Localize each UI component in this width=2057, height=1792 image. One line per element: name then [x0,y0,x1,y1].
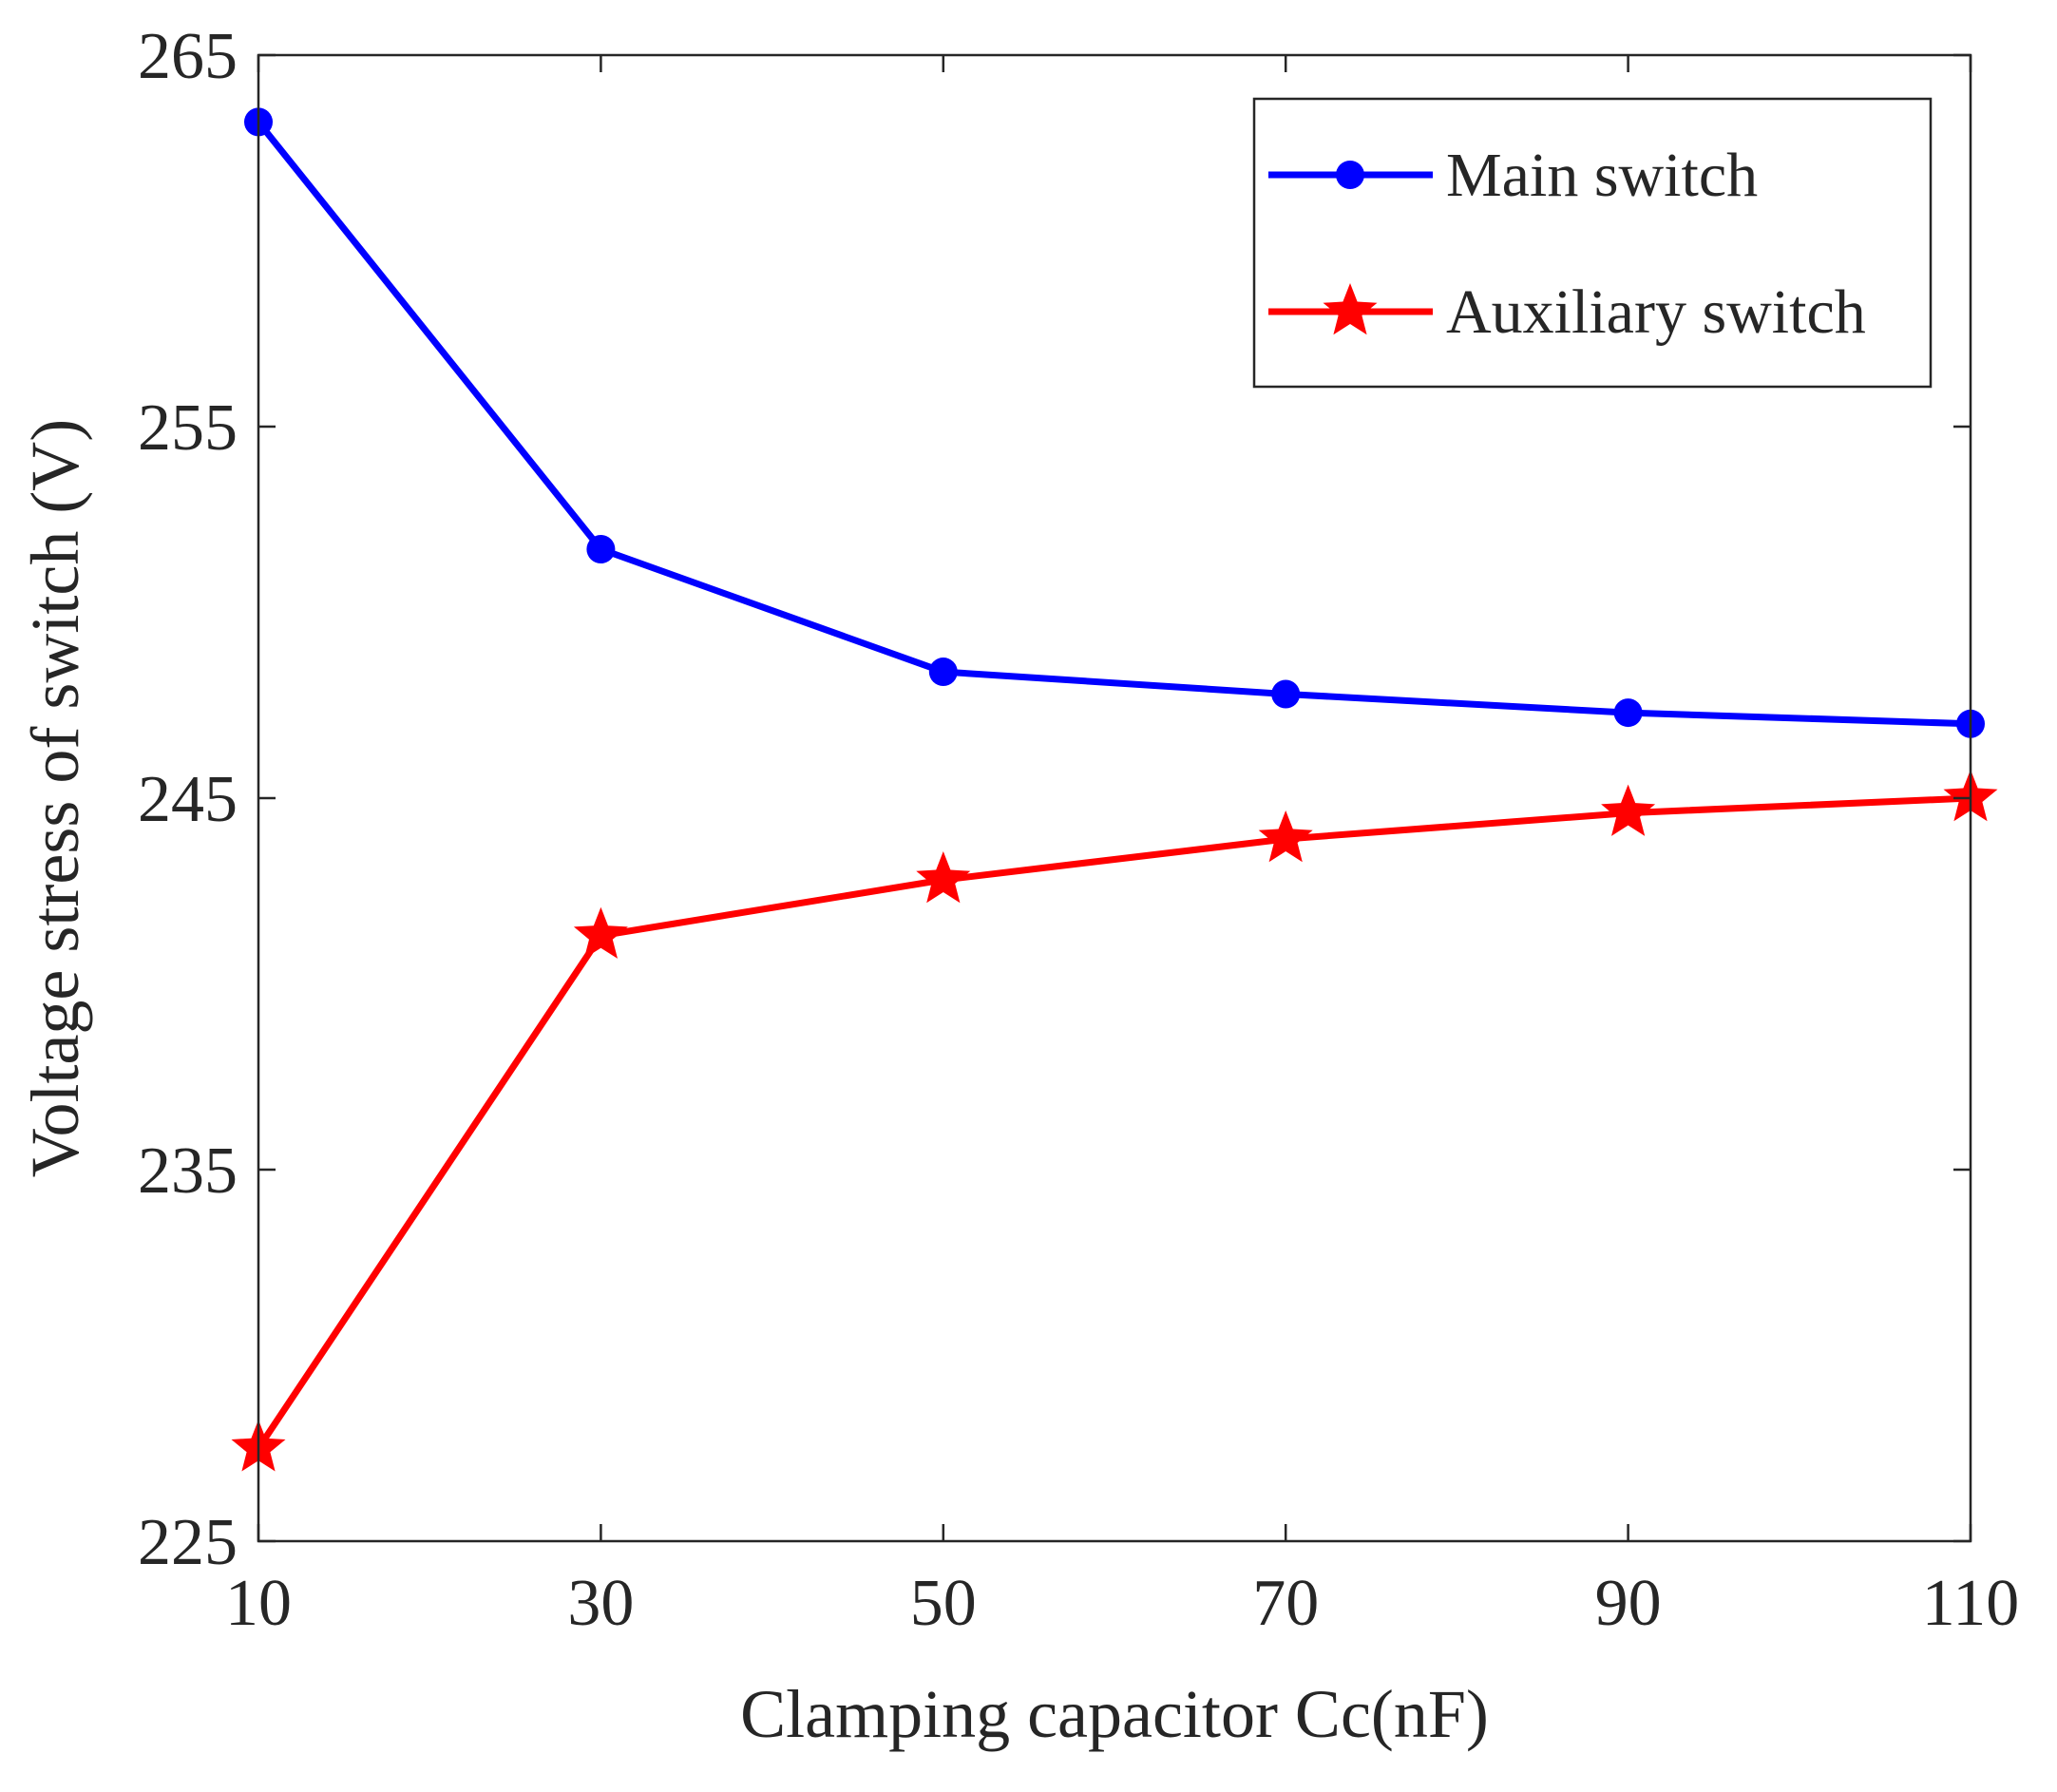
legend-box [1252,97,1933,389]
point-auxiliary-switch-70 [1258,810,1313,863]
legend-marker-auxiliary-switch [1323,283,1378,335]
y-tick-label-235: 235 [138,1134,238,1208]
series-line-main-switch [256,120,1971,728]
y-tick-label-265: 265 [138,20,238,93]
series-lines [256,120,1971,1451]
x-axis-title: Clamping capacitor Cc(nF) [740,1676,1489,1752]
point-main-switch-70 [1271,679,1301,709]
legend-label-main-switch: Main switch [1446,141,1758,210]
y-tick-label-225: 225 [138,1506,238,1579]
x-tick-label-70: 70 [1252,1567,1319,1640]
legend-label-auxiliary-switch: Auxiliary switch [1446,277,1866,347]
legend-marker-main-switch [1336,161,1364,189]
point-main-switch-90 [1613,698,1643,728]
x-tick-label-30: 30 [567,1567,634,1640]
point-main-switch-50 [928,658,958,687]
legend: Main switch Auxiliary switch [1252,97,1933,389]
y-tick-label-255: 255 [138,391,238,465]
point-main-switch-30 [586,535,616,564]
y-axis-tick-labels: 225 235 245 255 265 [138,20,238,1579]
x-tick-label-90: 90 [1595,1567,1662,1640]
point-auxiliary-switch-30 [573,906,628,959]
axis-ticks [257,53,1972,1543]
x-tick-label-10: 10 [225,1567,292,1640]
y-tick-label-245: 245 [138,763,238,836]
series-line-auxiliary-switch [256,794,1971,1451]
x-tick-label-50: 50 [910,1567,977,1640]
x-tick-label-110: 110 [1922,1567,2019,1640]
x-axis-tick-labels: 10 30 50 70 90 110 [225,1567,2019,1640]
point-auxiliary-switch-90 [1601,784,1656,836]
point-auxiliary-switch-50 [916,851,971,904]
y-axis-title: Voltage stress of switch (V) [17,419,93,1178]
